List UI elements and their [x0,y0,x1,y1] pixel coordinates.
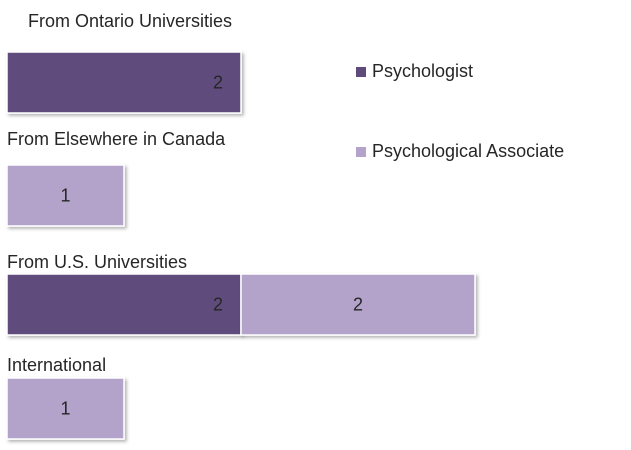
data-label: 2 [213,72,223,92]
bar-segment [240,273,476,336]
data-label: 2 [213,294,223,314]
data-label: 1 [60,398,70,418]
category-label: International [7,355,106,375]
legend-swatch [356,147,366,157]
category-label: From Ontario Universities [28,11,232,31]
bar-segment [6,164,125,227]
category-label: From U.S. Universities [7,252,187,272]
bar-segment [6,51,242,114]
legend-label: Psychologist [372,61,473,81]
bar-segment [6,377,125,440]
legend-label: Psychological Associate [372,141,564,161]
data-label: 1 [60,185,70,205]
data-label: 2 [353,294,363,314]
legend-swatch [356,67,366,77]
category-label: From Elsewhere in Canada [7,129,226,149]
bar-segment [6,273,242,336]
